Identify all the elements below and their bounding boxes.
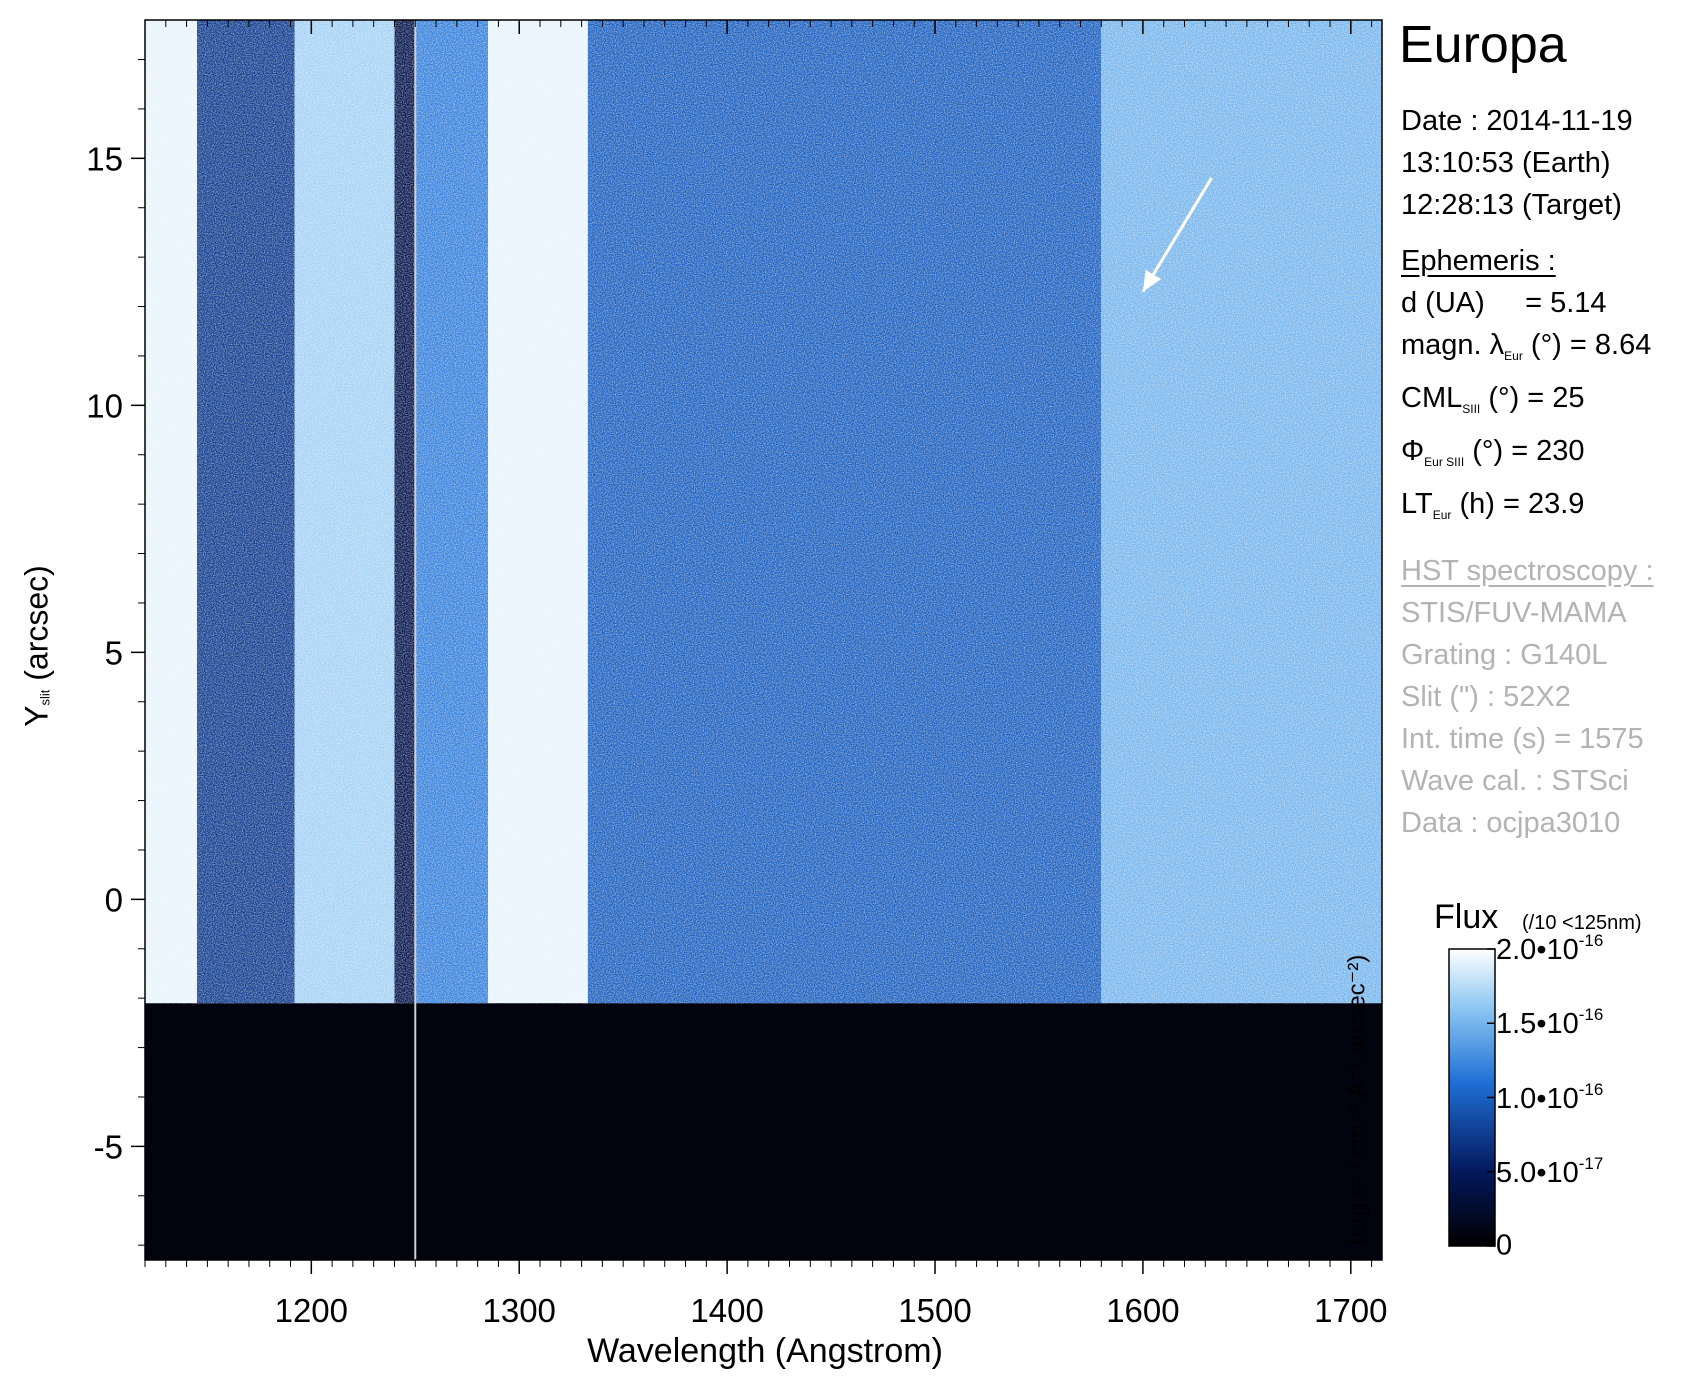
y-axis-label: Yslit (arcsec) (18, 565, 55, 727)
x-tick-label: 1500 (898, 1292, 971, 1329)
colorbar-tick-label: 5.0•10-17 (1496, 1153, 1604, 1189)
colorbar-ticks (1487, 948, 1495, 1247)
x-tick-label: 1600 (1106, 1292, 1179, 1329)
hst-wave-cal: Wave cal. : STSci (1401, 765, 1629, 797)
y-tick-label: 10 (86, 387, 123, 424)
colorbar-note: (/10 <125nm) (1522, 912, 1642, 934)
ephemeris-phi: ΦEur SIII (°) = 230 (1401, 435, 1585, 469)
axes: 1200 1300 1400 1500 1600 1700 -5 0 5 10 15 Waveleng… (86, 19, 1388, 1370)
x-tick-label: 1700 (1314, 1292, 1387, 1329)
band-noise (145, 20, 197, 1004)
colorbar-tick-label: 0 (1496, 1229, 1513, 1262)
x-tick-label: 1200 (275, 1292, 348, 1329)
band-noise (415, 20, 489, 1004)
x-tick-label: 1300 (483, 1292, 556, 1329)
colorbar-tick-label: 1.0•10-16 (1496, 1079, 1604, 1115)
obs-date: Date : 2014-11-19 (1401, 105, 1633, 137)
x-axis-label: Wavelength (Angstrom) (587, 1332, 943, 1370)
band-noise (587, 20, 1102, 1004)
y-tick-label: 15 (86, 140, 123, 177)
hst-instrument: STIS/FUV-MAMA (1401, 597, 1627, 629)
off-slit-region (145, 1003, 1382, 1260)
spectrum-image (145, 20, 1382, 1260)
annotation-arrowhead (1142, 269, 1161, 292)
y-tick-label: 0 (105, 881, 123, 918)
hst-header: HST spectroscopy : (1401, 555, 1654, 587)
hst-slit: Slit (") : 52X2 (1401, 681, 1571, 713)
colorbar-tick-label: 1.5•10-16 (1496, 1005, 1604, 1041)
annotation-arrow (1141, 177, 1213, 293)
x-tick-label: 1400 (690, 1292, 763, 1329)
colorbar-title: Flux (1434, 898, 1499, 936)
ephemeris-lt: LTEur (h) = 23.9 (1401, 488, 1585, 522)
hst-grating: Grating : G140L (1401, 639, 1608, 671)
band-noise (294, 20, 395, 1004)
obs-time-earth: 13:10:53 (Earth) (1401, 147, 1611, 179)
info-panel: Date : 2014-11-19 13:10:53 (Earth) 12:28… (1401, 100, 1681, 844)
y-tick-label: -5 (94, 1128, 123, 1165)
ephemeris-cml: CMLSIII (°) = 25 (1401, 382, 1585, 416)
obs-time-target: 12:28:13 (Target) (1401, 189, 1622, 221)
plot-frame (144, 19, 1383, 1261)
colorbar-unit-label: (erg.s⁻¹.cm⁻².A⁻¹.arcsec⁻²) (1343, 954, 1371, 1246)
colorbar-tick-label: 2.0•10-16 (1496, 931, 1604, 966)
band-noise (1101, 20, 1382, 1004)
band-noise (394, 20, 416, 1004)
hst-data-id: Data : ocjpa3010 (1401, 807, 1621, 839)
y-tick-label: 5 (105, 634, 123, 671)
hst-int-time: Int. time (s) = 1575 (1401, 723, 1644, 755)
ephemeris-magn-lat: magn. λEur (°) = 8.64 (1401, 329, 1652, 363)
ephemeris-distance: d (UA) = 5.14 (1401, 287, 1607, 319)
ephemeris-header: Ephemeris : (1401, 245, 1556, 277)
band-noise (196, 20, 295, 1004)
band-noise (488, 20, 588, 1004)
object-title: Europa (1399, 16, 1567, 74)
